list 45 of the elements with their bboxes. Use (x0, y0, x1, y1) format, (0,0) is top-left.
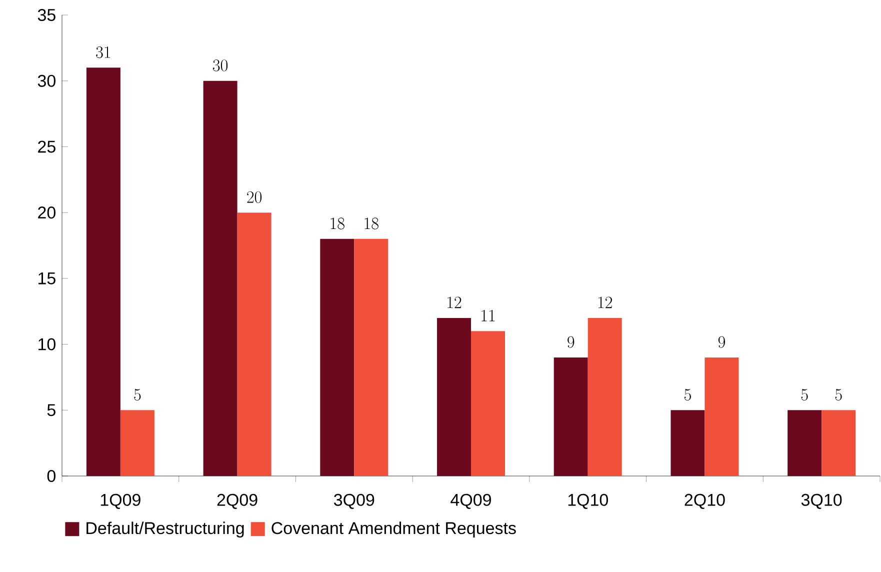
bar (320, 238, 354, 476)
data-label: 20 (247, 191, 262, 203)
bar (822, 410, 856, 476)
x-tick-label: 4Q09 (450, 494, 491, 509)
bar (203, 80, 238, 476)
data-label: 18 (364, 218, 378, 230)
data-label: 18 (330, 218, 344, 230)
y-tick-label: 20 (38, 206, 56, 219)
x-tick-label: 3Q10 (801, 494, 842, 509)
data-label: 31 (96, 46, 110, 58)
data-label: 9 (718, 336, 726, 348)
y-tick-label: 35 (38, 8, 56, 22)
x-tick-label: 1Q09 (100, 494, 140, 509)
legend-label: Default/Restructuring (86, 522, 244, 538)
bar (704, 357, 739, 476)
bar (670, 410, 705, 476)
y-tick-label: 5 (47, 404, 56, 416)
bar (120, 410, 154, 476)
data-label: 5 (684, 388, 691, 401)
data-label: 12 (598, 296, 612, 308)
x-tick-label: 3Q09 (334, 494, 374, 509)
data-label: 5 (835, 388, 842, 401)
bar (588, 318, 622, 476)
bar (437, 318, 472, 476)
data-label: 12 (448, 296, 462, 308)
x-tick-label: 1Q10 (568, 494, 608, 509)
bar (354, 238, 388, 476)
bar (86, 68, 120, 476)
y-tick-label: 15 (38, 272, 56, 284)
legend-label: Covenant Amendment Requests (272, 522, 516, 538)
x-tick-label: 2Q10 (684, 494, 725, 509)
bar (554, 357, 588, 476)
data-label: 9 (568, 336, 574, 348)
y-tick-label: 25 (38, 140, 56, 153)
x-tick-label: 2Q09 (217, 494, 258, 509)
data-label: 11 (482, 310, 495, 322)
bar (471, 331, 506, 476)
data-label: 30 (212, 60, 228, 72)
y-tick-label: 0 (47, 470, 56, 482)
bar (237, 212, 272, 476)
y-tick-label: 30 (38, 74, 56, 87)
data-label: 5 (801, 388, 808, 401)
bar (788, 410, 822, 476)
y-tick-label: 10 (38, 338, 56, 350)
data-label: 5 (134, 388, 141, 401)
